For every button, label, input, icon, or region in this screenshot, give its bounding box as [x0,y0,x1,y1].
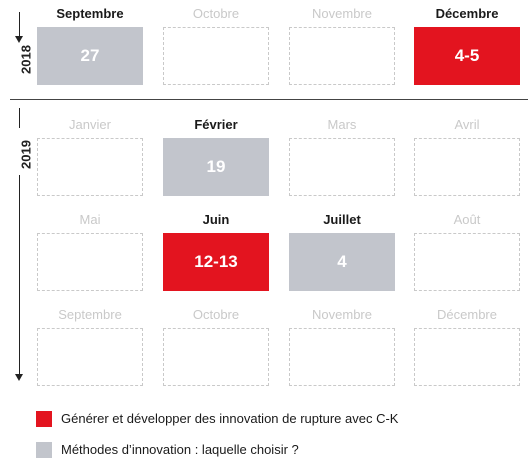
month-cell: Septembre 27 [37,6,143,85]
month-cell: Décembre [414,307,520,386]
month-label: Août [453,212,481,227]
month-label: Mars [327,117,357,132]
legend-swatch-grey [36,442,52,458]
month-cell: Septembre [37,307,143,386]
month-cell: Juillet 4 [289,212,395,291]
empty-date-box [37,233,143,291]
month-label: Juin [202,212,230,227]
month-cell: Décembre 4-5 [414,6,520,85]
month-cell: Octobre [163,6,269,85]
month-cell: Avril [414,117,520,196]
month-label: Septembre [58,307,122,322]
month-cell: Mai [37,212,143,291]
month-label: Décembre [435,6,499,21]
month-label: Décembre [437,307,497,322]
session-date-box: 4 [289,233,395,291]
legend-swatch-red [36,411,52,427]
axis-line-2019-top [19,108,20,128]
empty-date-box [414,328,520,386]
empty-date-box [289,27,395,85]
month-label: Octobre [192,6,240,21]
session-date-box: 4-5 [414,27,520,85]
legend-label: Générer et développer des innovation de … [61,411,399,426]
month-label: Février [194,117,238,132]
month-cell: Mars [289,117,395,196]
month-label: Juillet [323,212,361,227]
month-label: Mai [79,212,101,227]
session-date-box: 27 [37,27,143,85]
month-label: Novembre [312,6,372,21]
empty-date-box [163,328,269,386]
empty-date-box [37,138,143,196]
arrow-down-icon [15,374,23,381]
session-date-box: 19 [163,138,269,196]
month-label: Octobre [192,307,240,322]
empty-date-box [289,328,395,386]
empty-date-box [414,233,520,291]
year-separator [10,99,528,100]
arrow-down-icon [15,36,23,43]
month-cell: Janvier [37,117,143,196]
month-cell: Novembre [289,6,395,85]
axis-line-2018-top [19,12,20,36]
month-label: Novembre [312,307,372,322]
empty-date-box [414,138,520,196]
month-cell: Novembre [289,307,395,386]
month-cell: Octobre [163,307,269,386]
year-label-2018: 2018 [18,45,34,74]
year-label-2019: 2019 [18,140,34,169]
month-label: Septembre [56,6,124,21]
empty-date-box [37,328,143,386]
month-cell: Février 19 [163,117,269,196]
legend-label: Méthodes d’innovation : laquelle choisir… [61,442,299,457]
month-label: Avril [454,117,480,132]
session-date-box: 12-13 [163,233,269,291]
empty-date-box [289,138,395,196]
month-cell: Août [414,212,520,291]
axis-line-2019 [19,175,20,374]
month-cell: Juin 12-13 [163,212,269,291]
month-label: Janvier [69,117,111,132]
empty-date-box [163,27,269,85]
